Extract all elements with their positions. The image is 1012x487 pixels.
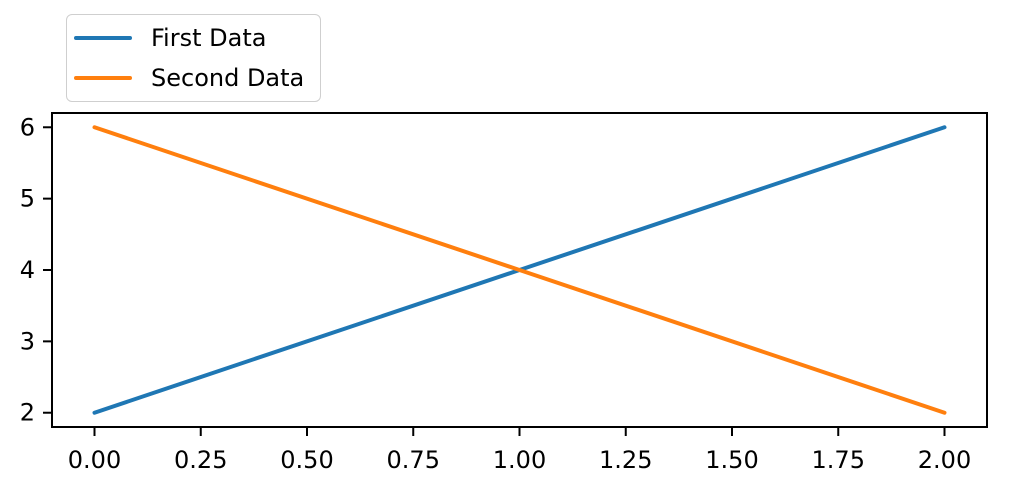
x-axis-tick-label: 0.25	[174, 446, 227, 474]
legend-item-second-data: Second Data	[74, 58, 304, 98]
y-axis-tick-label: 3	[20, 327, 35, 355]
legend-line-sample-first	[74, 36, 132, 40]
legend: First Data Second Data	[66, 14, 322, 102]
y-axis-tick-label: 6	[20, 113, 35, 141]
x-axis-tick-label: 1.00	[493, 446, 546, 474]
y-axis-tick-label: 2	[20, 399, 35, 427]
x-axis-tick-label: 0.50	[280, 446, 333, 474]
x-axis-tick-label: 0.00	[68, 446, 121, 474]
legend-item-first-data: First Data	[74, 18, 304, 58]
plot-frame	[51, 112, 988, 428]
legend-label-second: Second Data	[151, 64, 305, 92]
x-axis-tick-label: 1.25	[599, 446, 652, 474]
y-axis-tick-label: 5	[20, 185, 35, 213]
x-axis-tick-label: 1.75	[812, 446, 865, 474]
legend-line-sample-second	[74, 76, 132, 80]
x-axis-tick-label: 2.00	[918, 446, 971, 474]
y-axis-tick-label: 4	[20, 256, 35, 284]
x-axis-tick-label: 1.50	[705, 446, 758, 474]
legend-label-first: First Data	[151, 24, 267, 52]
x-axis-tick-label: 0.75	[387, 446, 440, 474]
series-line-1	[92, 125, 947, 415]
